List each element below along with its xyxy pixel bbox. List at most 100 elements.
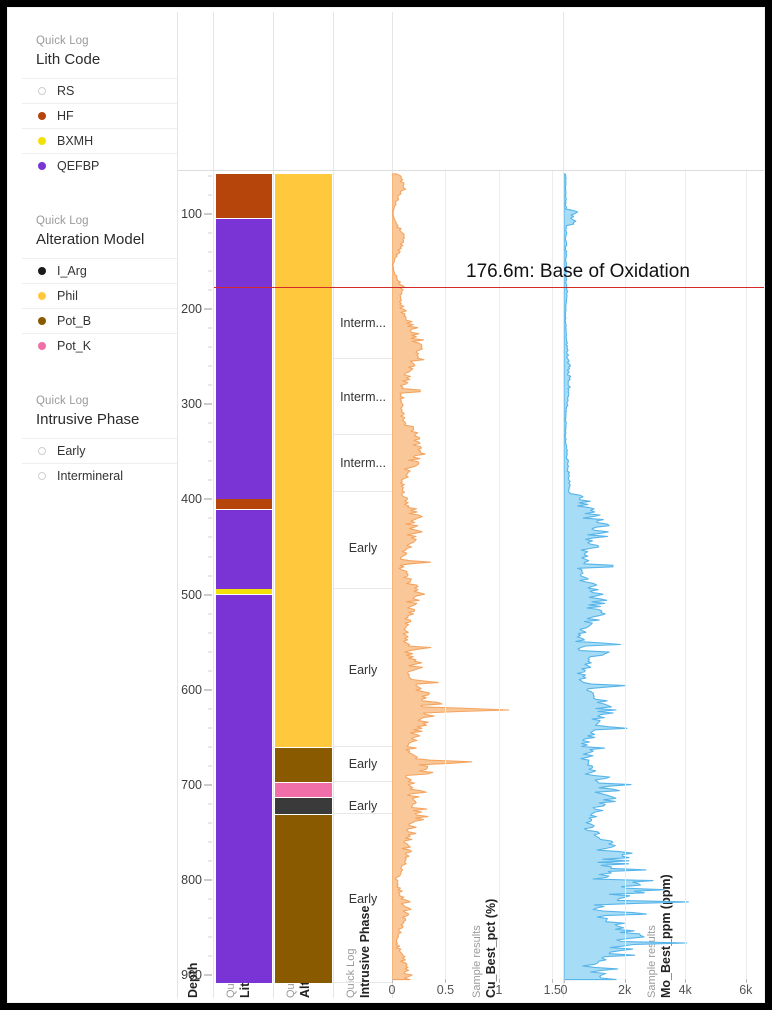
value-tick-label: 2k <box>617 983 632 997</box>
legend-group-alteration-model: Quick Log Alteration Model I_Arg Phil Po… <box>22 192 177 358</box>
depth-minor-tick <box>208 746 212 748</box>
depth-major-tick <box>204 879 212 881</box>
legend-item-label: Pot_B <box>57 314 92 328</box>
legend-item-bxmh[interactable]: BXMH <box>22 128 177 153</box>
interval-block[interactable] <box>216 173 272 218</box>
phase-cell[interactable]: Interm... <box>334 435 392 492</box>
legend-item-label: HF <box>57 109 74 123</box>
legend-spacer <box>22 178 177 192</box>
legend-group-title: Intrusive Phase <box>36 411 140 428</box>
legend-item-i-arg[interactable]: I_Arg <box>22 258 177 283</box>
depth-minor-tick <box>208 251 212 253</box>
interval-block[interactable] <box>216 509 272 589</box>
value-tick-label: 0 <box>388 983 396 997</box>
depth-tick-label: 700 <box>181 777 202 792</box>
interval-block[interactable] <box>216 588 272 594</box>
legend-item-pot-k[interactable]: Pot_K <box>22 333 177 358</box>
legend-group-title-wrap: Quick Log Intrusive Phase <box>22 372 177 438</box>
depth-minor-tick <box>208 422 212 424</box>
phase-cell[interactable]: Early <box>334 798 392 815</box>
interval-block[interactable] <box>216 594 272 983</box>
phase-cell[interactable]: Early <box>334 509 392 589</box>
value-tick <box>624 979 626 983</box>
interval-block[interactable] <box>275 173 332 747</box>
depth-minor-tick <box>208 460 212 462</box>
legend-item-qefbp[interactable]: QEFBP <box>22 153 177 178</box>
depth-minor-tick <box>208 517 212 519</box>
depth-minor-tick <box>208 384 212 386</box>
depth-minor-tick <box>208 822 212 824</box>
swatch-icon <box>38 267 46 275</box>
swatch-icon <box>38 162 46 170</box>
depth-minor-tick <box>208 194 212 196</box>
phase-cell[interactable]: Early <box>334 748 392 783</box>
depth-minor-tick <box>208 365 212 367</box>
depth-major-tick <box>204 498 212 500</box>
legend-item-intermineral[interactable]: Intermineral <box>22 463 177 488</box>
track-alteration-model[interactable] <box>275 171 332 983</box>
interval-block[interactable] <box>216 218 272 500</box>
legend-item-early[interactable]: Early <box>22 438 177 463</box>
phase-cell[interactable]: Interm... <box>334 359 392 435</box>
track-cu-curve[interactable] <box>392 171 563 983</box>
depth-tick-label: 500 <box>181 587 202 602</box>
depth-minor-tick <box>208 727 212 729</box>
annotation-label: 176.6m: Base of Oxidation <box>466 260 690 282</box>
track-lith-code[interactable] <box>216 171 272 983</box>
depth-major-tick <box>204 403 212 405</box>
legend-item-label: Pot_K <box>57 339 92 353</box>
swatch-icon <box>38 472 46 480</box>
depth-minor-tick <box>208 670 212 672</box>
interval-block[interactable] <box>275 747 332 783</box>
value-tick <box>445 979 447 983</box>
depth-minor-tick <box>208 898 212 900</box>
interval-block[interactable] <box>275 798 332 815</box>
depth-minor-tick <box>208 346 212 348</box>
legend-group-intrusive-phase: Quick Log Intrusive Phase Early Intermin… <box>22 372 177 488</box>
value-tick-label: 0.5 <box>436 983 455 997</box>
plot-body: 100 200 300 400 500 600 700 800 900 Interm... Int… <box>178 171 764 983</box>
value-gridline <box>745 171 747 983</box>
phase-cell[interactable]: Early <box>334 595 392 747</box>
phase-cell[interactable]: Early <box>334 815 392 983</box>
interval-block[interactable] <box>216 499 272 509</box>
interval-block[interactable] <box>275 783 332 798</box>
legend-item-pot-b[interactable]: Pot_B <box>22 308 177 333</box>
value-tick-label: 0 <box>560 983 568 997</box>
legend-group-title-wrap: Quick Log Alteration Model <box>22 192 177 258</box>
depth-axis: 100 200 300 400 500 600 700 800 900 <box>178 171 214 983</box>
value-gridline <box>445 171 447 983</box>
value-tick-label: 1 <box>495 983 503 997</box>
depth-minor-tick <box>208 441 212 443</box>
column-divider <box>333 12 334 998</box>
swatch-icon <box>38 342 46 350</box>
depth-tick-label: 600 <box>181 682 202 697</box>
column-divider <box>213 12 214 998</box>
legend-item-phil[interactable]: Phil <box>22 283 177 308</box>
swatch-icon <box>38 87 46 95</box>
depth-minor-tick <box>208 765 212 767</box>
depth-minor-tick <box>208 479 212 481</box>
header-separator <box>178 170 764 171</box>
value-gridline <box>498 171 500 983</box>
depth-minor-tick <box>208 917 212 919</box>
depth-minor-tick <box>208 803 212 805</box>
legend-item-hf[interactable]: HF <box>22 103 177 128</box>
swatch-icon <box>38 447 46 455</box>
depth-minor-tick <box>208 536 212 538</box>
legend-item-label: QEFBP <box>57 159 100 173</box>
depth-minor-tick <box>208 556 212 558</box>
depth-major-tick <box>204 784 212 786</box>
track-intrusive-phase[interactable]: Interm... Interm... Interm... Early Early Ear… <box>334 171 392 983</box>
interval-block[interactable] <box>275 815 332 983</box>
annotation-line <box>214 286 764 288</box>
legend-item-label: Intermineral <box>57 469 123 483</box>
depth-minor-tick <box>208 232 212 234</box>
phase-cell[interactable]: Interm... <box>334 287 392 360</box>
legend-group-title: Lith Code <box>36 51 101 68</box>
legend-item-rs[interactable]: RS <box>22 78 177 103</box>
swatch-icon <box>38 317 46 325</box>
value-tick <box>745 979 747 983</box>
track-mo-curve[interactable] <box>564 171 764 983</box>
strip-log-panel: Quick Log Lith Code RS HF BXMH QEF <box>8 8 764 1002</box>
